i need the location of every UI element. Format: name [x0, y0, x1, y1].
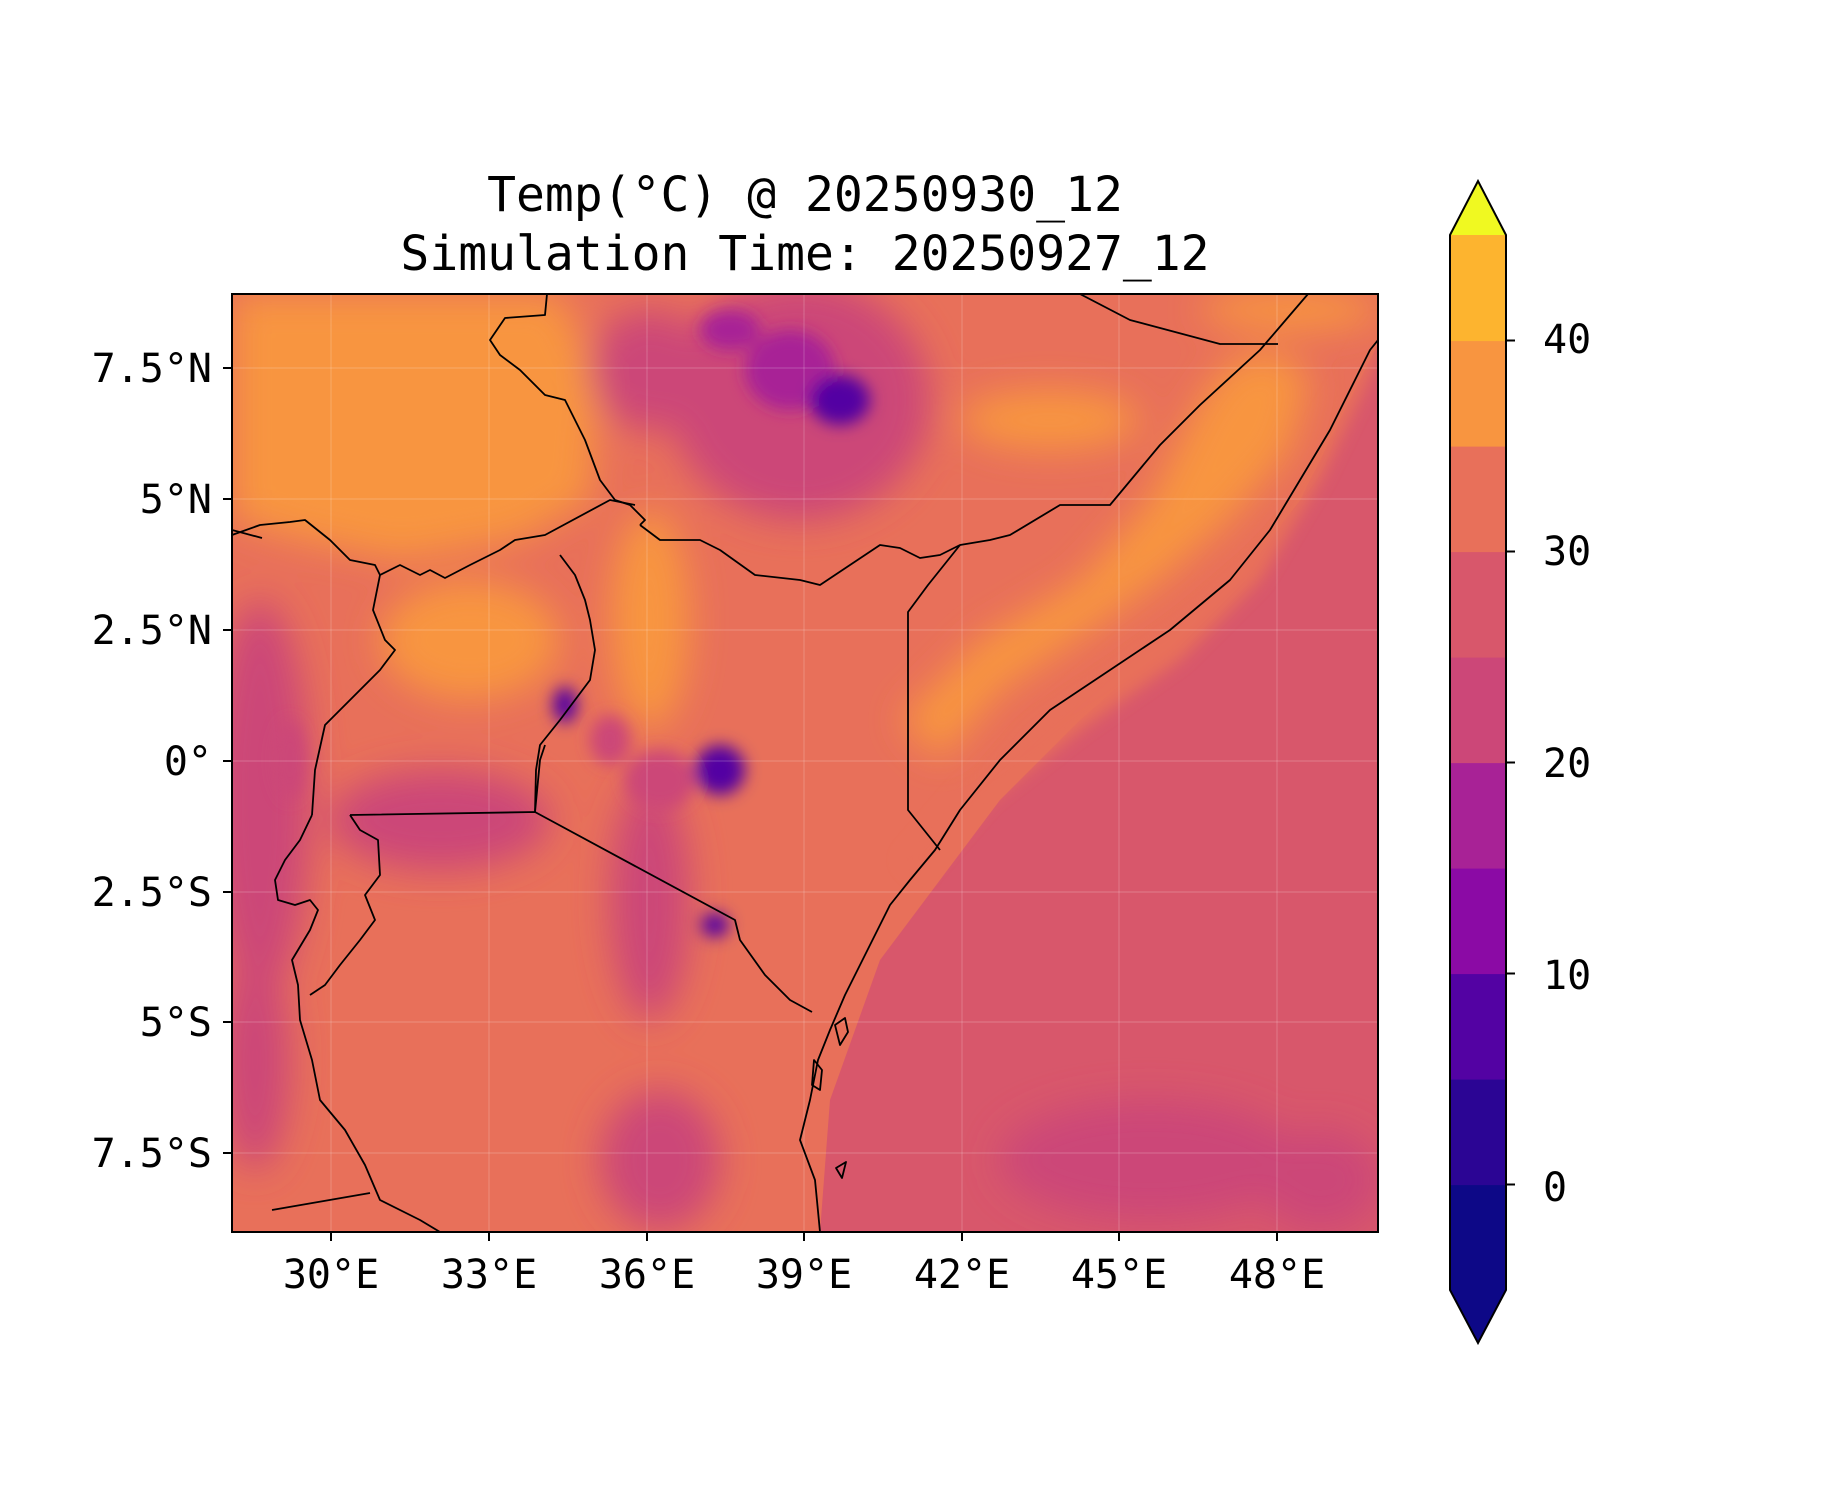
- colorbar-band: [1450, 868, 1506, 975]
- colorbar-band: [1450, 551, 1506, 658]
- kenya-somalia-border: [907, 544, 961, 851]
- x-tick-label-36E: 36°E: [598, 1252, 696, 1298]
- colorbar-label-30: 30: [1543, 529, 1592, 575]
- cold-ethiopia: [745, 330, 835, 410]
- blob-horn: [1200, 294, 1378, 330]
- x-tick-label-48E: 48°E: [1228, 1252, 1326, 1298]
- rwanda-burundi-border: [309, 814, 381, 996]
- colorbar-band: [1450, 235, 1506, 342]
- blob-tanzania-rift: [610, 780, 690, 1020]
- blob-turkana: [610, 510, 690, 730]
- chart-title-line-2: Simulation Time: 20250927_12: [400, 226, 1210, 282]
- colorbar-outline: [1449, 178, 1507, 1346]
- cold-kenya-1: [625, 750, 695, 810]
- blob-lake-victoria: [330, 770, 550, 870]
- pemba-island: [835, 1161, 847, 1179]
- colorbar-band: [1450, 446, 1506, 553]
- x-tick-label-33E: 33°E: [440, 1252, 538, 1298]
- axis-ticks: [223, 367, 1278, 1241]
- colorbar-band: [1450, 340, 1506, 447]
- blob-uganda-north: [380, 580, 560, 700]
- west-edge-border: [232, 529, 263, 539]
- x-tick-label-45E: 45°E: [1070, 1252, 1168, 1298]
- blob-ethiopia-west: [590, 310, 710, 430]
- cold-kenya-west: [590, 715, 630, 765]
- blob-south-sudan: [232, 294, 600, 560]
- lake-victoria-west-shore: [534, 744, 546, 813]
- blob-ogaden: [960, 390, 1140, 450]
- coldest-ethiopia: [810, 375, 870, 425]
- y-tick-label-2.5N: 2.5°N: [91, 608, 212, 654]
- y-tick-label-2.5S: 2.5°S: [91, 870, 212, 916]
- blob-southwest: [232, 950, 290, 1170]
- colorbar-band: [1450, 762, 1506, 869]
- mafia-island: [811, 1059, 823, 1091]
- blob-northeast: [900, 350, 1310, 760]
- y-tick-label-7.5N: 7.5°N: [91, 346, 212, 392]
- cold-elgon: [553, 687, 577, 723]
- uganda-kenya-border: [534, 554, 596, 813]
- colorbar-band: [1450, 1079, 1506, 1186]
- field-sharp: [275, 310, 870, 937]
- cold-kenya-2: [695, 745, 745, 795]
- colorbar-band: [1450, 973, 1506, 1080]
- colorbar-label-0: 0: [1543, 1165, 1568, 1211]
- drc-lake-border: [274, 814, 441, 1232]
- blob-west-rift: [232, 600, 310, 1000]
- cold-rwenzori: [275, 720, 305, 800]
- blob-tanzania-south: [600, 1090, 720, 1230]
- colorbar: [1449, 178, 1515, 1346]
- cold-ethiopia-north: [700, 310, 760, 350]
- uganda-north-border: [232, 499, 636, 579]
- south-sudan-kenya-border: [639, 294, 1309, 586]
- colorbar-extend-max: [1450, 181, 1506, 235]
- y-tick-label-5N: 5°N: [139, 477, 212, 523]
- colorbar-extend-min: [1450, 1290, 1506, 1343]
- zanzibar-island: [834, 1017, 849, 1046]
- y-tick-label-5S: 5°S: [139, 1000, 212, 1046]
- colorbar-label-40: 40: [1543, 317, 1592, 363]
- blob-southeast-ocean-2: [1260, 1130, 1378, 1230]
- x-tick-label-42E: 42°E: [913, 1252, 1011, 1298]
- zambia-border: [271, 1192, 371, 1211]
- colorbar-label-10: 10: [1543, 953, 1592, 999]
- temperature-field: [232, 294, 1378, 1232]
- x-tick-label-30E: 30°E: [282, 1252, 380, 1298]
- blob-southeast-ocean: [1000, 1100, 1300, 1220]
- colorbar-label-20: 20: [1543, 741, 1592, 787]
- x-tick-label-39E: 39°E: [755, 1252, 853, 1298]
- colorbar-band: [1450, 1184, 1506, 1291]
- ethiopia-somalia-north-border: [1079, 294, 1278, 345]
- chart-title-line-1: Temp(°C) @ 20250930_12: [487, 167, 1123, 223]
- coastline: [799, 339, 1378, 1232]
- uganda-west-border: [311, 574, 396, 816]
- country-borders: [232, 294, 1378, 1232]
- y-tick-label-0: 0°: [163, 739, 212, 785]
- colorbar-band: [1450, 657, 1506, 764]
- ocean-field: [820, 344, 1378, 1232]
- cold-kilimanjaro: [701, 913, 729, 937]
- y-tick-label-7.5S: 7.5°S: [91, 1131, 212, 1177]
